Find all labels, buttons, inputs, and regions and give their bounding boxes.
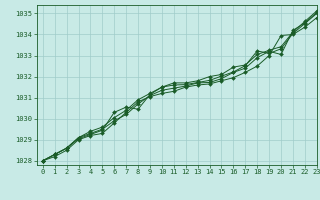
Text: Graphe pression niveau de la mer (hPa): Graphe pression niveau de la mer (hPa) (65, 186, 255, 196)
